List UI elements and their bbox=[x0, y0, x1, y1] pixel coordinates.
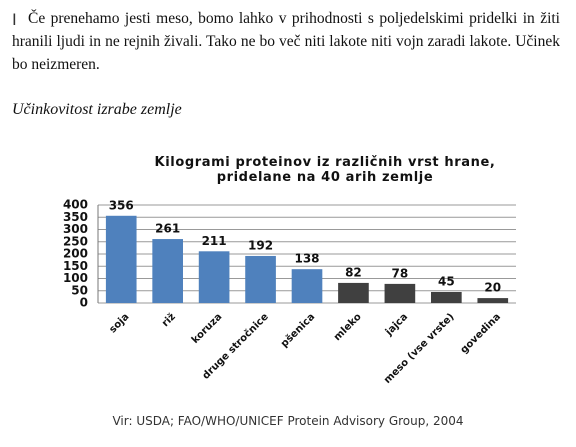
x-tick-label: pšenica bbox=[278, 311, 317, 350]
bar bbox=[291, 269, 323, 303]
bar bbox=[477, 298, 509, 303]
data-label: 45 bbox=[438, 274, 455, 288]
y-tick-label: 350 bbox=[63, 210, 88, 224]
data-label: 192 bbox=[248, 238, 273, 252]
y-tick-label: 400 bbox=[63, 198, 88, 212]
x-tick-label: jajca bbox=[383, 311, 410, 338]
y-tick-label: 150 bbox=[63, 259, 88, 273]
bar bbox=[431, 291, 462, 303]
bar bbox=[152, 239, 183, 303]
data-label: 82 bbox=[345, 265, 362, 279]
bar bbox=[198, 251, 230, 303]
data-label: 211 bbox=[202, 234, 227, 248]
chart-title: Kilogrami proteinov iz različnih vrst hr… bbox=[154, 155, 496, 185]
source-note: Vir: USDA; FAO/WHO/UNICEF Protein Adviso… bbox=[112, 414, 464, 428]
data-label: 356 bbox=[109, 198, 134, 212]
bar bbox=[384, 283, 416, 303]
y-tick-label: 300 bbox=[63, 222, 88, 236]
data-label: 138 bbox=[294, 252, 319, 266]
data-label: 78 bbox=[392, 266, 409, 280]
text-cursor-icon: I bbox=[12, 10, 17, 29]
data-label: 20 bbox=[484, 281, 501, 295]
data-label: 261 bbox=[155, 222, 180, 236]
y-tick-label: 100 bbox=[63, 271, 88, 285]
x-tick-label: soja bbox=[107, 311, 131, 335]
x-tick-label: mleko bbox=[332, 311, 364, 343]
bar bbox=[245, 255, 276, 303]
section-heading: Učinkovitost izrabe zemlje bbox=[12, 101, 182, 118]
paragraph: Če prenehamo jesti meso, bomo lahko v pr… bbox=[12, 10, 560, 73]
y-tick-label: 250 bbox=[63, 234, 88, 248]
x-tick-label: riž bbox=[159, 311, 178, 330]
bar bbox=[338, 282, 369, 303]
y-tick-label: 50 bbox=[71, 283, 88, 297]
y-tick-label: 0 bbox=[80, 296, 88, 310]
y-tick-label: 200 bbox=[63, 247, 88, 261]
x-tick-label: koruza bbox=[190, 311, 225, 346]
x-tick-label: govedina bbox=[459, 311, 503, 355]
bar bbox=[105, 215, 137, 303]
